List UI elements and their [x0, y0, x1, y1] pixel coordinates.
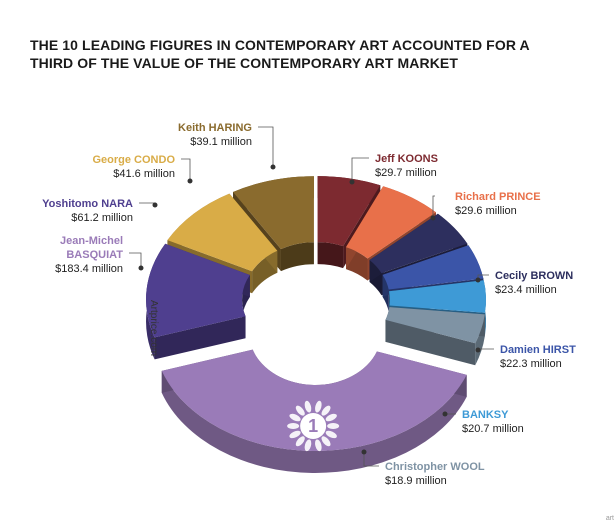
laurel-leaf	[321, 436, 331, 447]
slice-yoshitomo-nara	[146, 243, 250, 360]
slice-cap-yoshitomo-nara	[154, 316, 246, 360]
laurel-leaf	[315, 400, 322, 413]
leader-line	[432, 195, 435, 218]
laurel-leaf	[295, 436, 305, 447]
slice-name-line: Jean-Michel	[60, 235, 123, 247]
slice-value: $29.6 million	[455, 205, 517, 217]
label-banksy: BANKSY $20.7 million	[442, 409, 524, 435]
slice-cap-christopher-wool	[385, 319, 476, 366]
slice-inner-wall-jeff-koons	[317, 242, 344, 269]
slice-name: Richard PRINCE	[455, 191, 541, 203]
leader-dot	[270, 164, 276, 170]
slice-name: Yoshitomo NARA	[42, 198, 133, 210]
slice-value: $61.2 million	[71, 212, 133, 224]
leader-dot	[475, 277, 481, 283]
rank-number: 1	[308, 416, 318, 436]
label-jean-michel-basquiat: Jean-Michel BASQUIAT $183.4 million	[55, 235, 144, 275]
slice-name: Damien HIRST	[500, 344, 576, 356]
leader-line	[351, 157, 369, 182]
slice-christopher-wool	[385, 307, 485, 366]
slice-value: $20.7 million	[462, 423, 524, 435]
leader-line	[363, 452, 379, 467]
laurel-leaf	[289, 430, 301, 439]
leader-dot	[442, 411, 448, 417]
slice-top-cecily-brown	[369, 213, 468, 274]
slice-name: George CONDO	[92, 154, 175, 166]
slice-value: $183.4 million	[55, 263, 123, 275]
slice-value: $41.6 million	[113, 168, 175, 180]
laurel-leaf	[315, 439, 322, 452]
slice-value: $23.4 million	[495, 284, 557, 296]
slice-top-banksy	[389, 280, 486, 313]
laurel-leaf	[304, 439, 312, 452]
leader-line	[181, 158, 191, 181]
laurel-leaf	[325, 413, 337, 422]
slice-name: Jeff KOONS	[375, 153, 438, 165]
slice-side-jean-michel-basquiat	[161, 370, 467, 473]
label-damien-hirst: Damien HIRST $22.3 million	[475, 344, 576, 370]
slice-name: Christopher WOOL	[385, 461, 485, 473]
laurel-leaf	[304, 400, 312, 413]
laurel-leaf	[325, 430, 337, 439]
slice-top-george-condo	[167, 193, 278, 272]
leader-line	[258, 126, 274, 167]
leader-line	[129, 252, 142, 268]
slice-top-christopher-wool	[385, 307, 485, 344]
slice-jean-michel-basquiat	[161, 349, 467, 473]
leader-dot	[361, 449, 367, 455]
laurel-leaf	[295, 405, 305, 416]
label-richard-prince: Richard PRINCE $29.6 million	[430, 191, 541, 221]
laurel-leaf	[321, 405, 331, 416]
slice-top-jeff-koons	[317, 176, 381, 247]
label-jeff-koons: Jeff KOONS $29.7 million	[349, 153, 438, 185]
leader-dot	[138, 265, 144, 271]
slice-value: $18.9 million	[385, 475, 447, 487]
label-yoshitomo-nara: Yoshitomo NARA $61.2 million	[42, 198, 158, 224]
leader-dot	[349, 179, 355, 185]
chart-title: THE 10 LEADING FIGURES IN CONTEMPORARY A…	[30, 37, 530, 71]
slice-top-jean-michel-basquiat	[161, 349, 467, 451]
laurel-leaf	[289, 413, 301, 422]
slice-value: $22.3 million	[500, 358, 562, 370]
label-christopher-wool: Christopher WOOL $18.9 million	[361, 449, 485, 487]
laurel-leaf	[327, 422, 340, 429]
leader-dot	[187, 178, 193, 184]
slice-top-keith-haring	[233, 176, 314, 250]
rank-badge: 1	[287, 400, 340, 452]
slice-value: $29.7 million	[375, 167, 437, 179]
leader-dot	[152, 202, 158, 208]
slice-top-yoshitomo-nara	[146, 243, 250, 338]
corner-mark: art	[605, 515, 614, 522]
laurel-leaf	[287, 422, 300, 429]
slice-name: Keith HARING	[178, 122, 252, 134]
label-keith-haring: Keith HARING $39.1 million	[178, 122, 276, 170]
rank-circle	[300, 412, 327, 439]
slice-top-damien-hirst	[382, 245, 484, 290]
label-george-condo: George CONDO $41.6 million	[92, 154, 193, 184]
leader-dot	[475, 347, 481, 353]
slice-inner-wall-keith-haring	[280, 242, 314, 272]
watermark: Artprice.com	[148, 300, 159, 357]
label-cecily-brown: Cecily BROWN $23.4 million	[475, 270, 573, 296]
slice-name: Cecily BROWN	[495, 270, 573, 282]
slice-name-line: BASQUIAT	[66, 249, 123, 261]
slice-value: $39.1 million	[190, 136, 252, 148]
slice-name: BANKSY	[462, 409, 509, 421]
slice-top-richard-prince	[346, 186, 436, 259]
leader-dot	[430, 215, 436, 221]
